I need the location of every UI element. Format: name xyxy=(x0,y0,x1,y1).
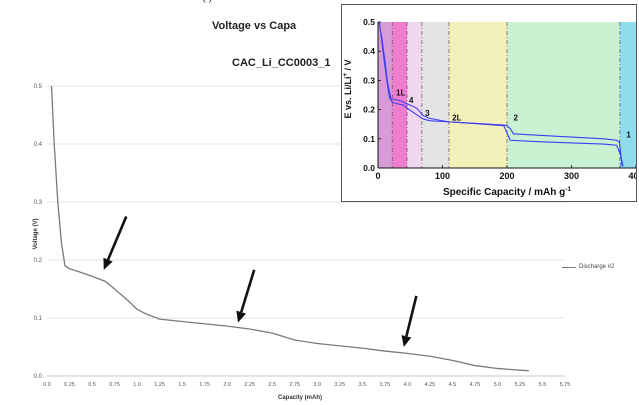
x-tick-label: 2.0 xyxy=(223,382,231,388)
x-tick-label: 0.0 xyxy=(43,382,51,388)
x-tick-label: 3.25 xyxy=(334,382,345,388)
inset-y-tick-label: 0.5 xyxy=(363,17,375,27)
inset-region-band xyxy=(407,22,422,168)
inset-x-axis-label: Specific Capacity / mAh g-1 xyxy=(443,186,571,198)
inset-x-tick-label: 400 xyxy=(628,171,636,181)
chart-subtitle: CAC_Li_CC0003_1 xyxy=(232,57,331,69)
inset-point-label: 4 xyxy=(409,96,414,105)
inset-regions xyxy=(378,22,636,168)
x-tick-label: 1.0 xyxy=(133,382,141,388)
inset-region-band xyxy=(392,22,408,168)
inset-region-band xyxy=(421,22,449,168)
inset-series-line xyxy=(378,21,624,167)
y-tick-label: 0.5 xyxy=(34,84,43,90)
annotation-arrow-shaft xyxy=(405,295,418,337)
inset-y-axis-label: E vs. Li/Li+ / V xyxy=(343,59,353,118)
x-axis-label: Capacity (mAh) xyxy=(278,395,322,401)
x-tick-label: 2.25 xyxy=(244,382,255,388)
annotation-arrow-shaft xyxy=(239,269,256,313)
inset-y-tick-label: 0.0 xyxy=(363,163,375,173)
y-tick-label: 0.3 xyxy=(34,200,43,206)
inset-series xyxy=(378,21,624,167)
inset-x-tick-label: 300 xyxy=(564,171,579,181)
inset-x-tick-label: 200 xyxy=(499,171,514,181)
x-tick-label: 3.0 xyxy=(313,382,321,388)
x-tick-label: 3.5 xyxy=(358,382,366,388)
x-tick-label: 5.75 xyxy=(560,382,571,388)
y-tick-label: 0.4 xyxy=(34,142,43,148)
inset-point-label: 2L xyxy=(452,113,461,122)
inset-tick-labels: 0.0 0.1 0.2 0.3 0.4 0.5 0 100 200 300 400 xyxy=(363,17,639,181)
inset-chart: 0.00.10.20.30.40.50100200300400 1L432L21… xyxy=(343,17,639,198)
top-caption-fragment: ( ) xyxy=(202,0,212,3)
annotation-arrow-shaft xyxy=(106,215,128,261)
annotation-arrow-head xyxy=(103,257,113,270)
main-tick-labels: 0.0 0.1 0.2 0.3 0.4 0.5 0.0 0.25 0.5 0.75 1.0 1.25 1… xyxy=(34,84,571,388)
series-line-discharge-2 xyxy=(50,85,530,372)
x-tick-label: 3.75 xyxy=(379,382,390,388)
inset-axes xyxy=(377,21,637,169)
x-tick-label: 5.5 xyxy=(539,382,547,388)
annotation-arrow-head xyxy=(236,310,246,323)
inset-point-labels: 1L 4 3 2L 2 1 xyxy=(396,89,631,140)
inset-chart-panel: 0.00.10.20.30.40.50100200300400 1L432L21… xyxy=(341,4,639,202)
legend-label: Discharge #2 xyxy=(579,264,615,270)
inset-region-band xyxy=(507,22,620,168)
inset-series-line xyxy=(380,33,623,167)
x-tick-label: 2.5 xyxy=(268,382,276,388)
annotation-arrow-head xyxy=(401,335,412,347)
y-tick-label: 0.2 xyxy=(34,258,43,264)
inset-y-tick-label: 0.4 xyxy=(363,46,375,56)
x-tick-label: 1.5 xyxy=(178,382,186,388)
x-tick-label: 4.75 xyxy=(470,382,481,388)
inset-point-label: 1L xyxy=(396,89,405,98)
x-tick-label: 1.75 xyxy=(199,382,210,388)
inset-point-label: 1 xyxy=(626,130,631,139)
inset-x-tick-label: 0 xyxy=(375,171,380,181)
x-tick-label: 4.0 xyxy=(404,382,412,388)
x-tick-label: 5.25 xyxy=(515,382,526,388)
inset-point-label: 3 xyxy=(425,109,430,118)
inset-x-tick-label: 100 xyxy=(435,171,450,181)
annotation-arrows xyxy=(103,215,418,347)
x-tick-label: 0.5 xyxy=(88,382,96,388)
main-series xyxy=(50,85,530,372)
legend-swatch xyxy=(562,266,576,268)
x-tick-label: 0.75 xyxy=(109,382,120,388)
inset-region-band xyxy=(378,22,393,168)
inset-y-tick-label: 0.2 xyxy=(363,105,375,115)
chart-title: Voltage vs Capa xyxy=(212,20,297,32)
x-tick-label: 2.75 xyxy=(289,382,300,388)
inset-y-tick-label: 0.3 xyxy=(363,75,375,85)
y-tick-label: 0.0 xyxy=(34,374,43,380)
inset-point-label: 2 xyxy=(513,113,518,122)
x-tick-label: 5.0 xyxy=(494,382,502,388)
y-axis-label: Voltage (V) xyxy=(33,219,39,250)
inset-y-tick-label: 0.1 xyxy=(363,134,375,144)
inset-region-band xyxy=(619,22,636,168)
legend: Discharge #2 xyxy=(562,264,614,270)
x-tick-label: 4.5 xyxy=(449,382,457,388)
inset-region-band xyxy=(448,22,507,168)
x-tick-label: 0.25 xyxy=(64,382,75,388)
x-tick-label: 1.25 xyxy=(154,382,165,388)
y-tick-label: 0.1 xyxy=(34,316,43,322)
x-tick-label: 4.25 xyxy=(425,382,436,388)
